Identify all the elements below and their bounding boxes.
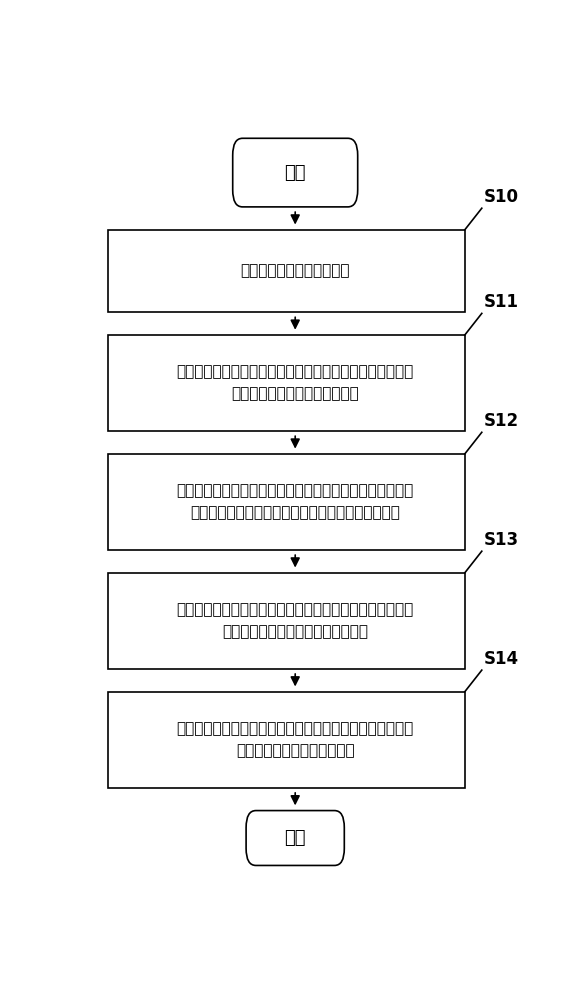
Text: 云平台从所述呼吸机获取所述运行数据，并对所述运行数据
进行分析处理，以得到处理数据: 云平台从所述呼吸机获取所述运行数据，并对所述运行数据 进行分析处理，以得到处理数… <box>177 364 414 402</box>
Text: 所述呼吸机根据所述新的配置参数自动进行参数设置，并根
据所述新的配置参数进行运行: 所述呼吸机根据所述新的配置参数自动进行参数设置，并根 据所述新的配置参数进行运行 <box>177 721 414 758</box>
Text: S14: S14 <box>484 650 519 668</box>
Text: S13: S13 <box>484 531 519 549</box>
FancyBboxPatch shape <box>246 811 344 865</box>
Bar <box>108 573 465 669</box>
Text: 结束: 结束 <box>285 829 306 847</box>
Bar <box>108 692 465 788</box>
Bar <box>108 335 465 431</box>
Bar <box>108 230 465 312</box>
Bar <box>108 454 465 550</box>
Text: S10: S10 <box>484 188 519 206</box>
Text: 由医用客户端从所述云平台获取所述处理数据，以供医生根
据所述处理数据对所述呼吸机重新设置新的配置参数: 由医用客户端从所述云平台获取所述处理数据，以供医生根 据所述处理数据对所述呼吸机… <box>177 483 414 520</box>
Text: 呼吸机运行时产生运行数据: 呼吸机运行时产生运行数据 <box>240 263 350 278</box>
Text: S11: S11 <box>484 293 519 311</box>
FancyBboxPatch shape <box>233 138 358 207</box>
Text: 开始: 开始 <box>285 164 306 182</box>
Text: S12: S12 <box>484 412 519 430</box>
Text: 所述云平台从所述医用客户端接收所述新的配置参数，并将
所述新的配置参数发送给所述呼吸机: 所述云平台从所述医用客户端接收所述新的配置参数，并将 所述新的配置参数发送给所述… <box>177 602 414 639</box>
